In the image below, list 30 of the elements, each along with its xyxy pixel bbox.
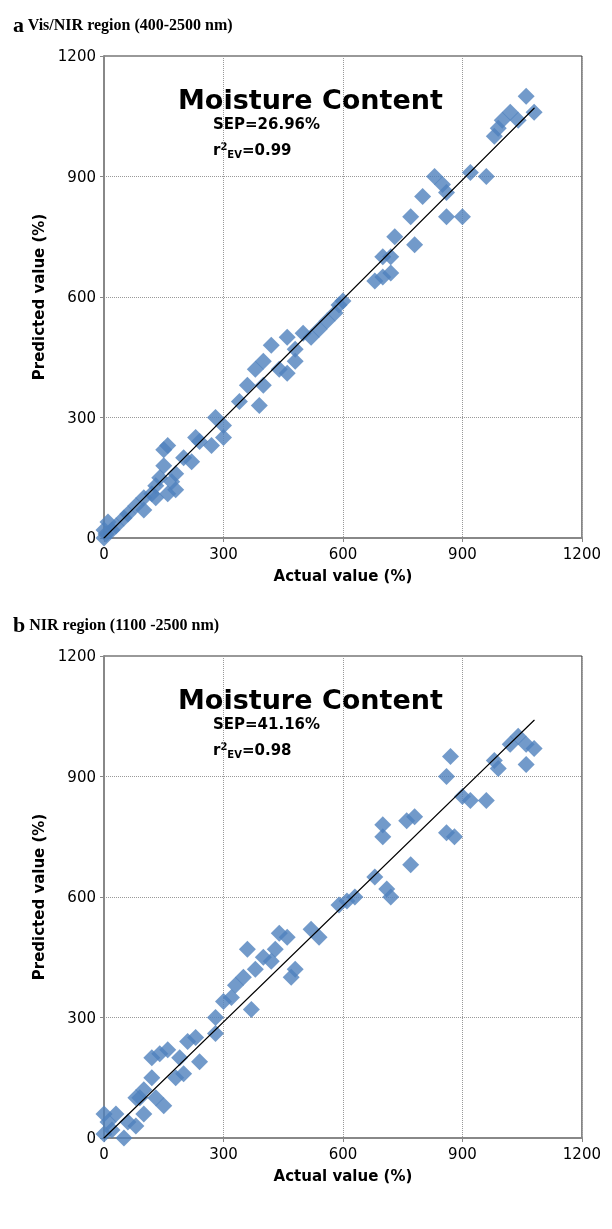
x-tick-label: 300	[209, 544, 238, 563]
chart-title: a Vis/NIR region (400-2500 nm)	[13, 11, 233, 37]
y-tick-label: 900	[67, 167, 96, 186]
y-tick-label: 300	[67, 408, 96, 427]
y-tick-label: 600	[67, 888, 96, 906]
y-tick-label: 600	[67, 288, 96, 306]
chart-title: b NIR region (1100 -2500 nm)	[13, 611, 220, 637]
y-tick-label: 900	[67, 767, 96, 786]
annotation: Moisture Content	[178, 684, 443, 715]
x-tick-label: 600	[328, 544, 358, 563]
x-axis-title: Actual value (%)	[273, 566, 413, 585]
annotation: SEP=26.96%	[213, 114, 321, 133]
y-axis-title: Predicted value (%)	[30, 813, 49, 981]
y-tick-label: 1200	[57, 647, 96, 665]
annotation: SEP=41.16%	[213, 714, 321, 733]
x-tick-label: 1200	[562, 544, 602, 563]
x-tick-label: 1200	[562, 1144, 602, 1163]
y-tick-label: 0	[86, 529, 96, 547]
x-tick-label: 0	[99, 1144, 109, 1163]
x-tick-label: 600	[328, 1144, 358, 1163]
y-axis-title: Predicted value (%)	[30, 213, 49, 381]
y-tick-label: 1200	[57, 47, 96, 65]
y-tick-label: 300	[67, 1008, 96, 1027]
x-tick-label: 300	[209, 1144, 238, 1163]
y-tick-label: 0	[86, 1129, 96, 1147]
x-axis-title: Actual value (%)	[273, 1166, 413, 1185]
x-tick-label: 0	[99, 544, 109, 563]
x-tick-label: 900	[448, 1144, 477, 1163]
annotation: Moisture Content	[178, 84, 443, 115]
x-tick-label: 900	[448, 544, 477, 563]
